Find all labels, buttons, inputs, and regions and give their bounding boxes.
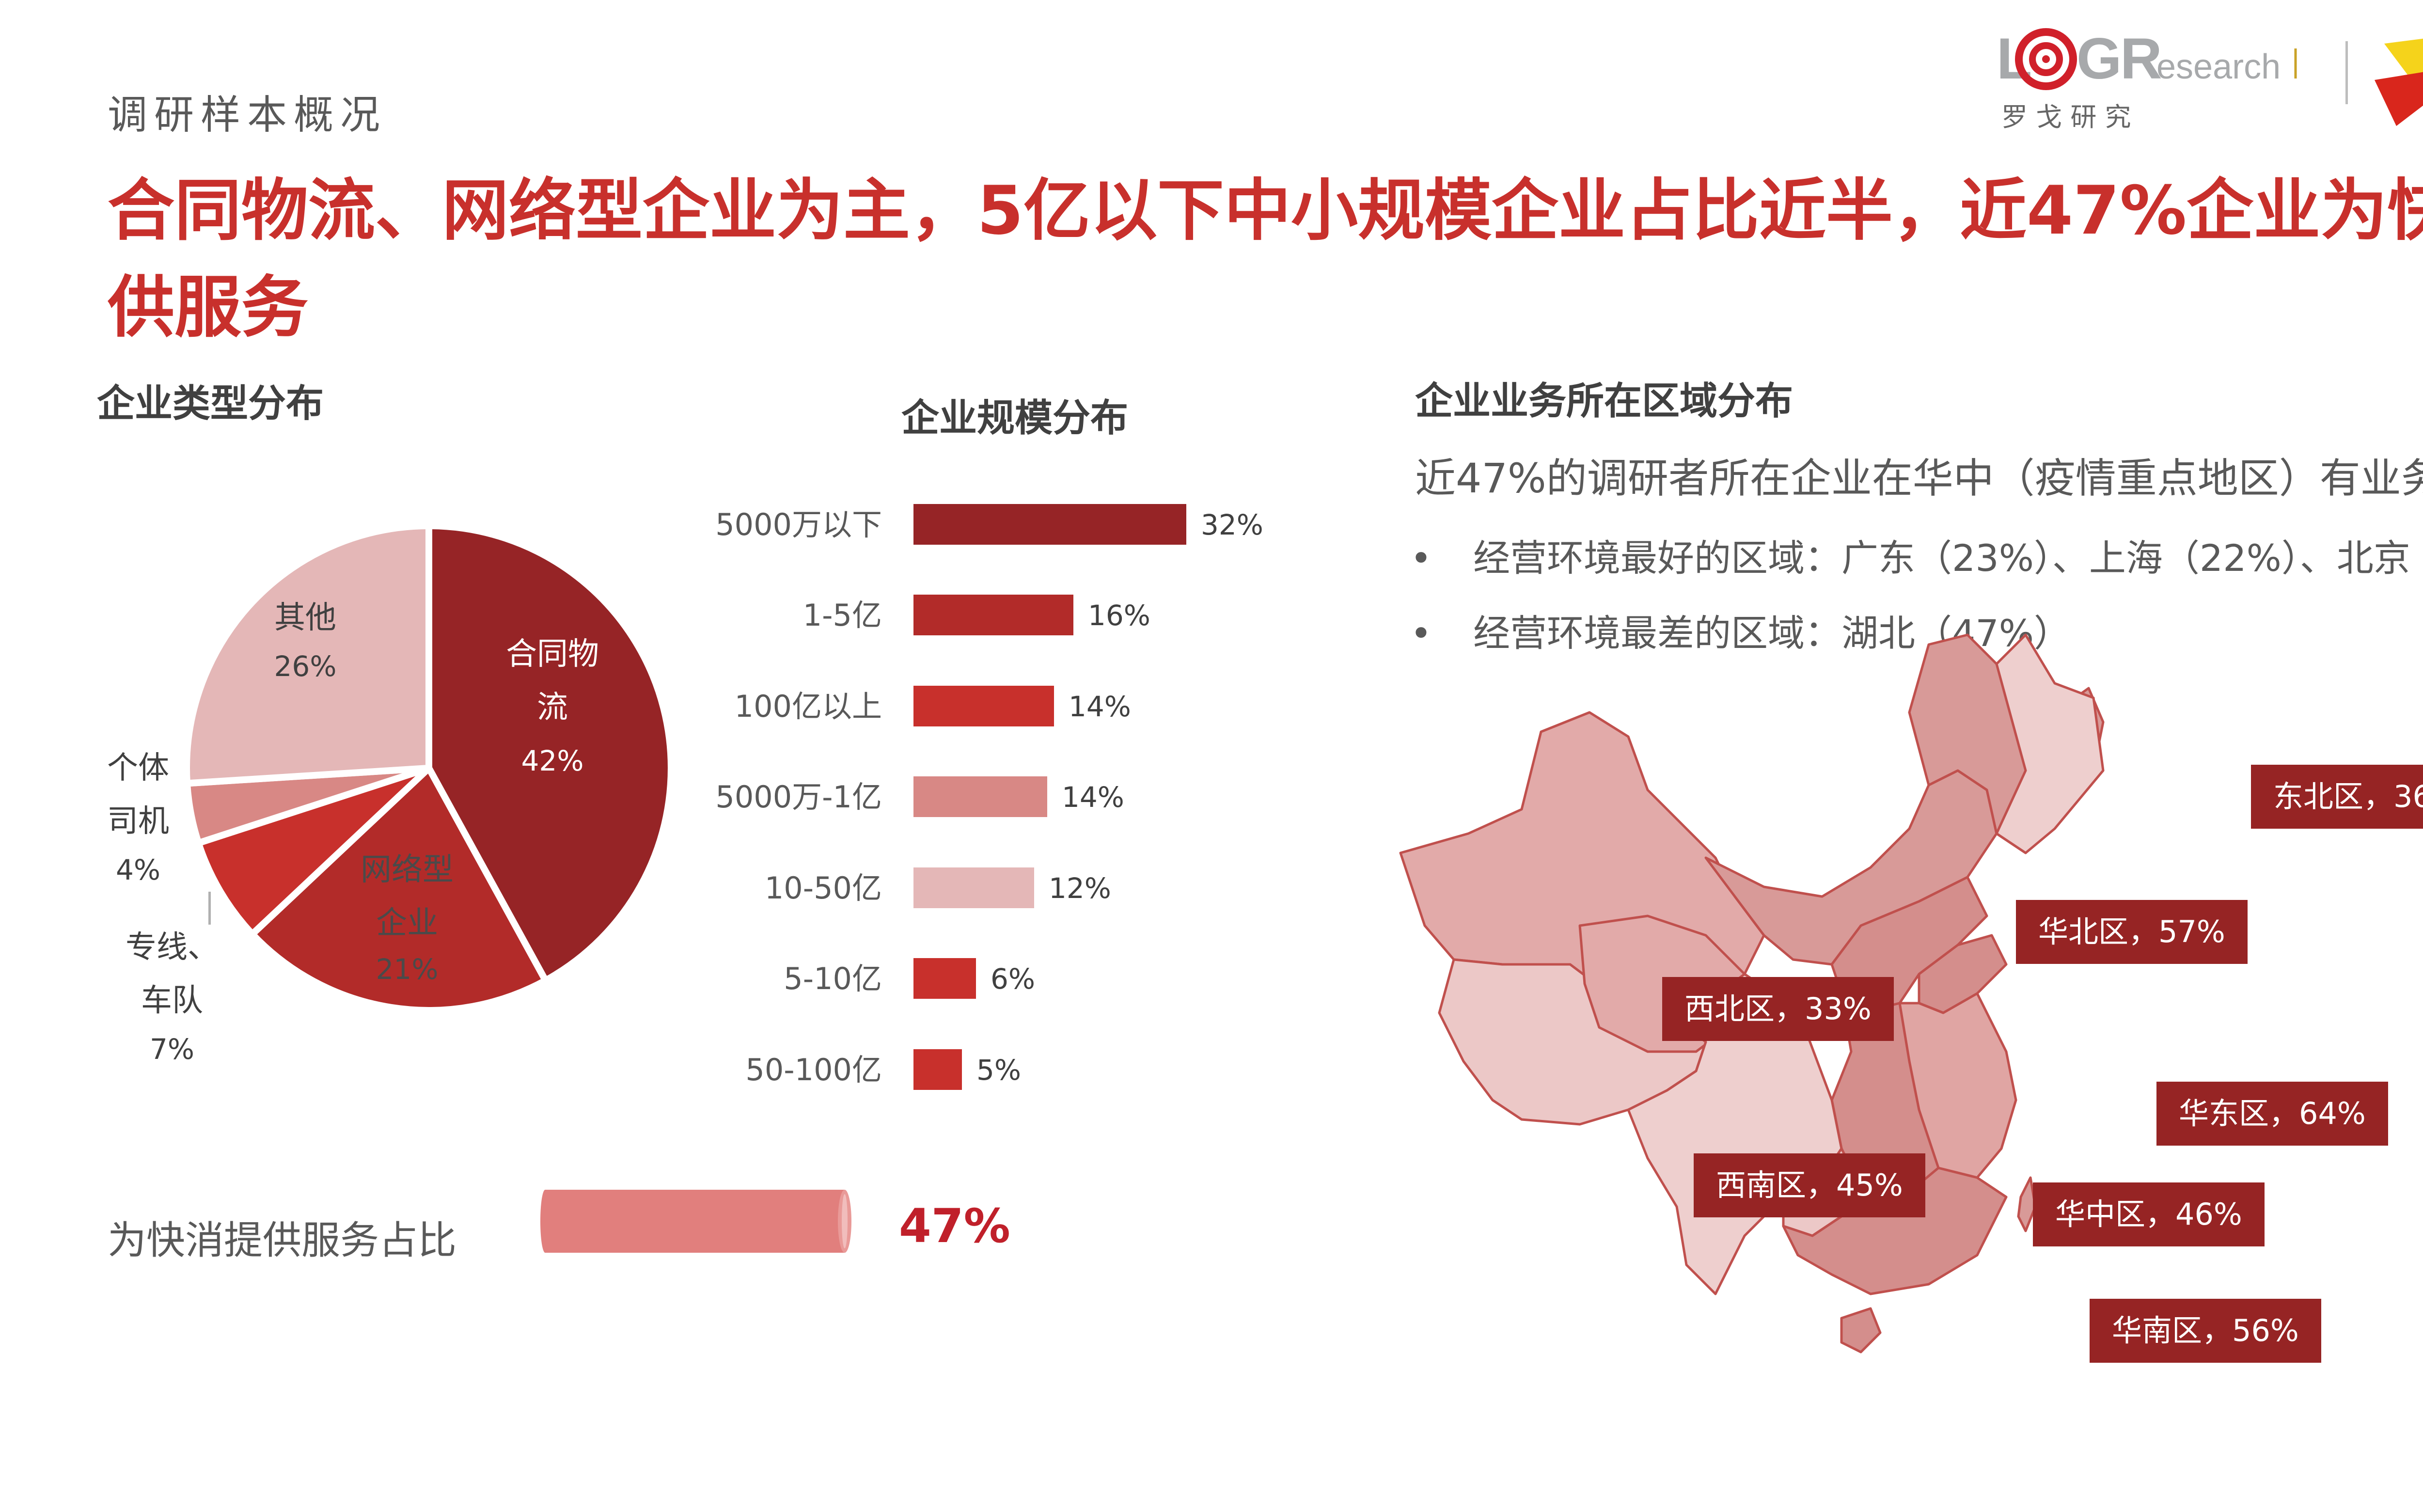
bar-1-5yi[interactable] [913, 595, 1073, 635]
bar-100yi-above[interactable] [913, 686, 1054, 726]
region-label-south: 华南区，56% [2090, 1299, 2321, 1363]
bar-value: 16% [1088, 599, 1150, 632]
logr-research-logo: L G R esearch 罗 戈 研 究 [1997, 19, 2326, 132]
bar-label: 50-100亿 [745, 1052, 882, 1087]
bar-label: 1-5亿 [802, 598, 882, 633]
bar-50-100yi[interactable] [913, 1049, 962, 1090]
bar-value: 14% [1069, 690, 1131, 723]
pie-slice-dedicated-line-fleet[interactable] [194, 765, 431, 939]
enterprise-type-pie-chart [174, 514, 683, 1023]
pie-label-other: 其他 26% [274, 600, 337, 683]
pie-slice-other[interactable] [183, 522, 432, 787]
region-label-east: 华东区，64% [2156, 1082, 2388, 1146]
region-bullet-best: •经营环境最好的区域：广东（23%）、上海（22%）、北京（14%） [1410, 536, 2423, 580]
bar-label: 10-50亿 [764, 870, 882, 906]
enterprise-type-title: 企业类型分布 [97, 382, 324, 425]
bar-value: 14% [1062, 781, 1124, 814]
region-label-northeast: 东北区，36% [2251, 765, 2423, 829]
bar-5000w-1yi[interactable] [913, 776, 1047, 817]
bar-label: 5000万以下 [715, 507, 882, 542]
xianglenuo-logo-icon: 想乐诺 联天下 想必达 [2375, 38, 2423, 126]
svg-text:esearch: esearch [2156, 47, 2281, 86]
region-summary: 近47%的调研者所在企业在华中（疫情重点地区）有业务 [1415, 455, 2423, 502]
bar-value: 6% [991, 962, 1036, 995]
bar-label: 5-10亿 [784, 961, 882, 996]
bar-5-10yi[interactable] [913, 958, 976, 999]
section-label: 调研样本概况 [108, 92, 387, 138]
bullet-dot-icon: • [1410, 536, 1432, 580]
pie-label-contract-logistics: 合同物 流 42% [506, 636, 599, 777]
bar-10-50yi[interactable] [913, 867, 1034, 908]
region-title: 企业业务所在区域分布 [1415, 379, 1794, 423]
region-label-central: 华中区，46% [2033, 1182, 2265, 1246]
bar-value: 32% [1201, 508, 1263, 541]
logo-divider [2345, 41, 2348, 104]
bullet-dot-icon: • [1410, 612, 1432, 655]
bar-label: 100亿以上 [734, 689, 882, 724]
pie-slice-contract-logistics[interactable] [425, 522, 675, 985]
pie-label-network-enterprise: 网络型 企业 21% [361, 852, 454, 986]
china-map-icon [1399, 633, 2105, 1354]
xianglenuo-logo: 想乐诺 联天下 想必达 [2375, 29, 2423, 126]
pie-slice-network-enterprise[interactable] [247, 762, 551, 1014]
fmcg-share-value: 47% [899, 1199, 1010, 1253]
enterprise-scale-bar-chart: 5000万以下 32% 1-5亿 16% 100亿以上 14% 5000万-1亿… [630, 504, 1357, 1115]
page-headline: 合同物流、网络型企业为主，5亿以下中小规模企业占比近半，近47%企业为快消提供服… [108, 172, 2423, 346]
bar-value: 12% [1049, 872, 1111, 905]
svg-text:G: G [2077, 26, 2122, 91]
bar-value: 5% [976, 1054, 1022, 1087]
fmcg-share-label: 为快消提供服务占比 [108, 1218, 456, 1263]
enterprise-scale-title: 企业规模分布 [901, 396, 1129, 440]
svg-text:罗 戈 研 究: 罗 戈 研 究 [2001, 102, 2131, 131]
fmcg-cylinder-bar [540, 1190, 855, 1253]
logr-logo-icon: L G R esearch 罗 戈 研 究 [1997, 26, 2297, 132]
svg-text:R: R [2120, 26, 2162, 91]
region-label-northwest: 西北区，33% [1662, 977, 1894, 1041]
region-label-southwest: 西南区，45% [1694, 1153, 1925, 1217]
bar-label: 5000万-1亿 [715, 779, 882, 815]
region-label-north: 华北区，57% [2016, 900, 2248, 964]
china-region-map [1396, 625, 2423, 1488]
bar-5000w-below[interactable] [913, 504, 1186, 545]
pie-label-individual-driver: 个体 司机 4% [107, 750, 169, 886]
pie-leader-line [208, 892, 211, 925]
pie-label-dedicated-line-fleet: 专线、 车队 7% [126, 929, 219, 1066]
